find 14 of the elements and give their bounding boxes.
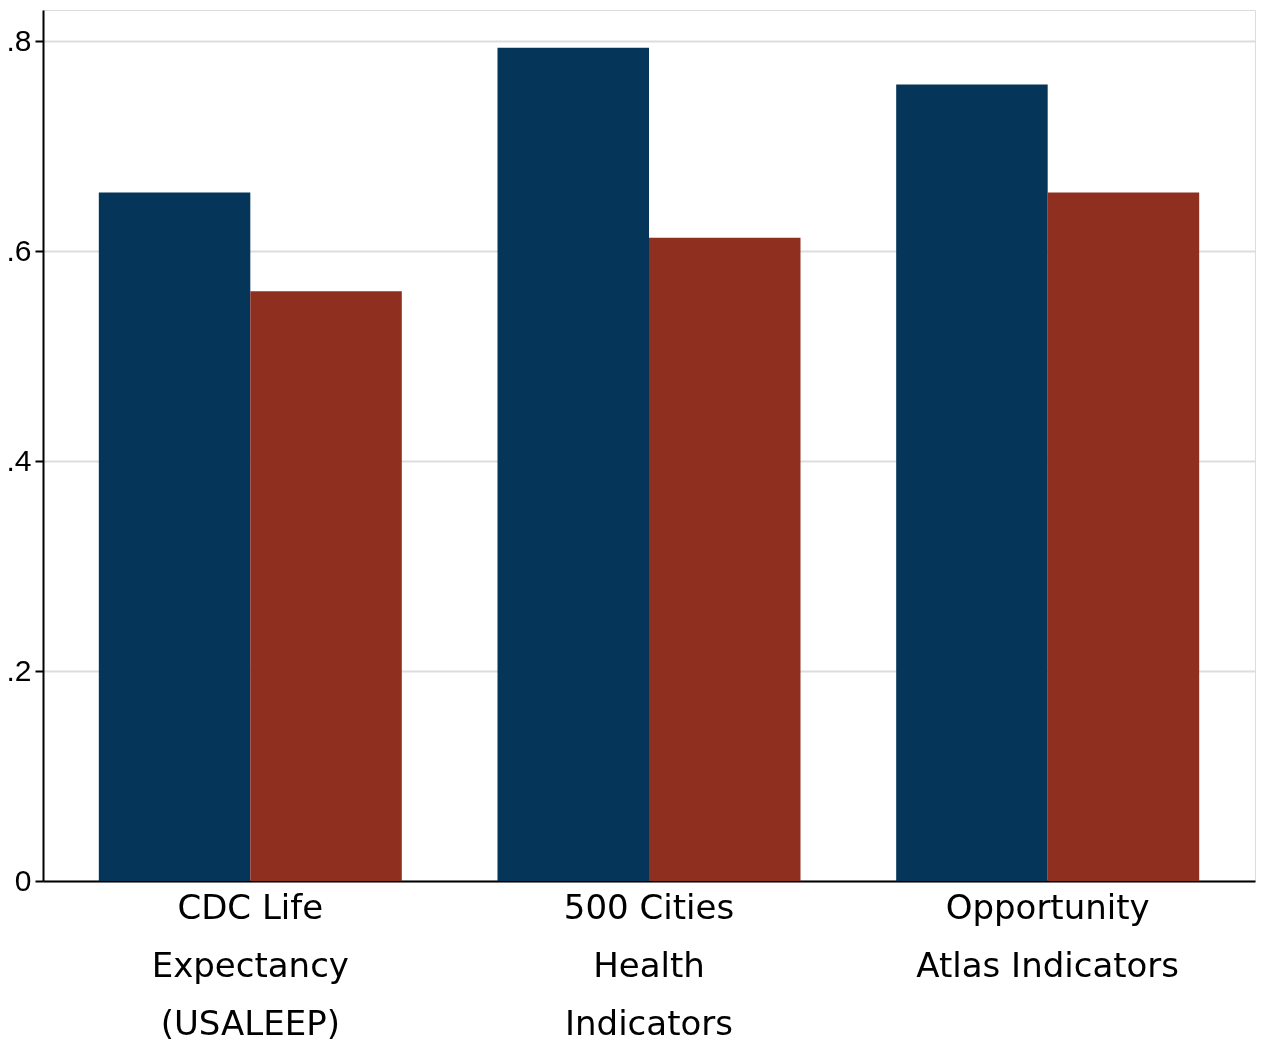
- x-tick-label: 500 Cities Health Indicators: [563, 886, 735, 1043]
- y-tick-label: .4: [6, 443, 32, 477]
- bar: [649, 237, 801, 881]
- y-tick-label: .6: [6, 233, 32, 267]
- y-tick-label: .8: [6, 23, 32, 57]
- x-tick-label: CDC Life Expectancy (USALEEP): [151, 886, 349, 1043]
- y-tick-label: 0: [14, 863, 32, 897]
- bar: [497, 47, 649, 881]
- x-tick-label: Opportunity Atlas Indicators: [916, 886, 1180, 985]
- bar: [896, 84, 1048, 881]
- bar: [1047, 192, 1200, 881]
- y-tick-label: .2: [6, 653, 32, 687]
- bar: [250, 291, 402, 881]
- bar: [98, 192, 251, 881]
